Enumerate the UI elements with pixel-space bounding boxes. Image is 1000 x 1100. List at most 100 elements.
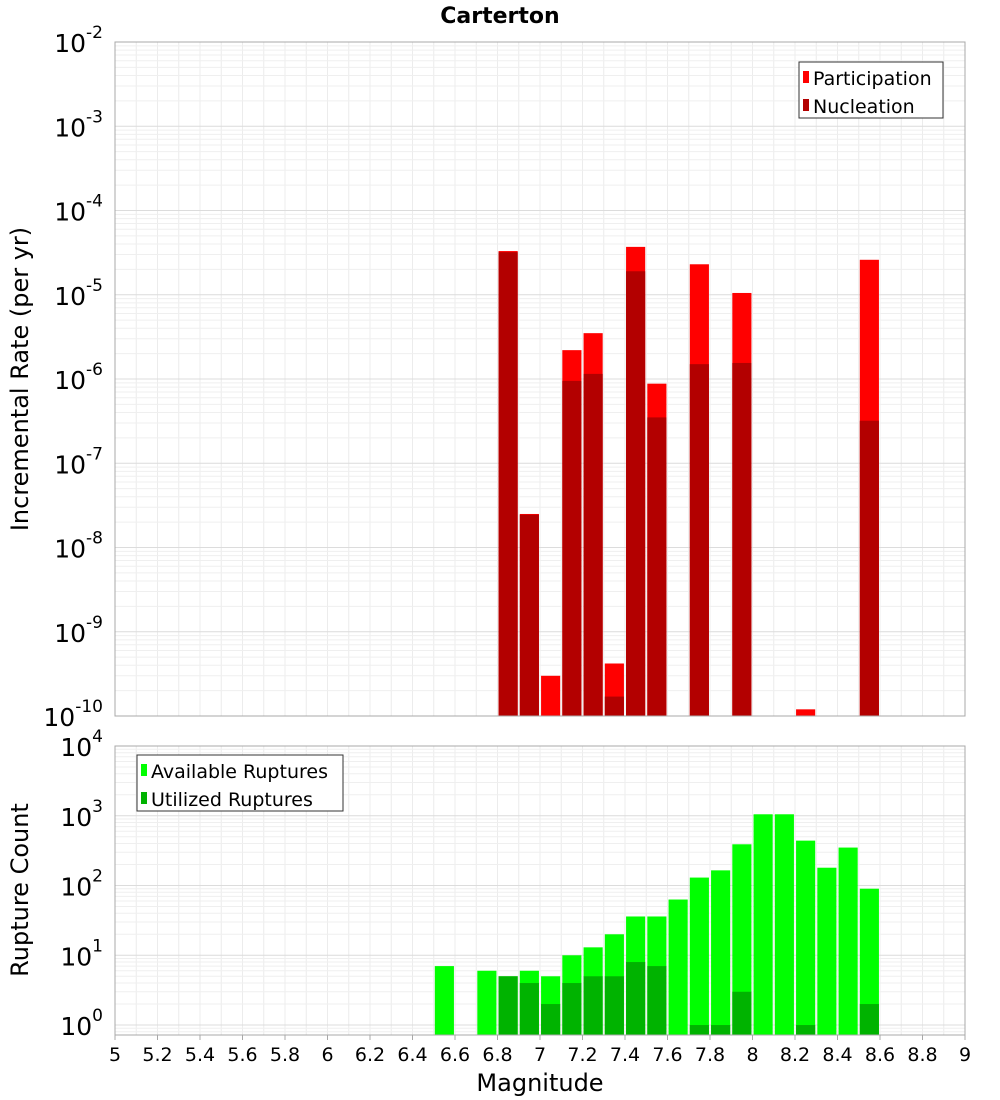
x-tick-label: 8.6 bbox=[865, 1044, 895, 1066]
x-tick-label: 5.6 bbox=[227, 1044, 257, 1066]
y-tick-base: 10 bbox=[43, 703, 75, 732]
series-nucleation bbox=[498, 252, 879, 717]
y-tick-base: 10 bbox=[54, 29, 86, 58]
bar bbox=[583, 976, 603, 1035]
x-tick-label: 8.8 bbox=[907, 1044, 937, 1066]
y-tick-label: 10-6 bbox=[54, 360, 103, 395]
y-tick-base: 10 bbox=[60, 873, 92, 902]
y-tick-base: 10 bbox=[54, 366, 86, 395]
legend-label: Utilized Ruptures bbox=[151, 789, 313, 811]
x-tick-label: 7.4 bbox=[610, 1044, 640, 1066]
gridlines bbox=[114, 42, 966, 717]
x-tick-label: 6.8 bbox=[482, 1044, 512, 1066]
bar bbox=[626, 962, 646, 1035]
x-tick-label: 8.2 bbox=[780, 1044, 810, 1066]
bar bbox=[562, 983, 582, 1035]
bar bbox=[434, 966, 454, 1035]
y-tick-base: 10 bbox=[54, 282, 86, 311]
bar bbox=[498, 976, 518, 1035]
y-tick-exponent: -3 bbox=[86, 107, 103, 127]
bar bbox=[711, 870, 731, 1035]
legend: Available Ruptures Utilized Ruptures bbox=[136, 754, 344, 812]
bar bbox=[647, 966, 667, 1035]
y-tick-base: 10 bbox=[60, 733, 92, 762]
y-tick-label: 10-4 bbox=[54, 192, 103, 227]
legend-box bbox=[798, 61, 944, 119]
y-tick-exponent: -6 bbox=[86, 360, 103, 380]
x-tick-label: 8.4 bbox=[822, 1044, 852, 1066]
y-tick-exponent: -8 bbox=[86, 529, 103, 549]
x-tick-label: 7 bbox=[534, 1044, 546, 1066]
bar bbox=[604, 976, 624, 1035]
y-tick-label: 10-9 bbox=[54, 613, 103, 648]
y-tick-exponent: -5 bbox=[86, 276, 103, 296]
bar bbox=[541, 1004, 561, 1035]
x-tick-label: 6.4 bbox=[397, 1044, 427, 1066]
bar bbox=[711, 1025, 731, 1035]
y-tick-label: 103 bbox=[60, 797, 103, 832]
bar bbox=[796, 709, 816, 716]
bar bbox=[541, 675, 561, 716]
y-tick-base: 10 bbox=[54, 450, 86, 479]
y-tick-exponent: 3 bbox=[92, 797, 103, 817]
bar bbox=[732, 844, 752, 1035]
bar bbox=[732, 991, 752, 1035]
y-tick-label: 104 bbox=[60, 727, 103, 762]
bar bbox=[689, 1025, 709, 1035]
y-tick-exponent: 0 bbox=[92, 1006, 103, 1026]
bar bbox=[796, 840, 816, 1035]
bar bbox=[647, 417, 667, 716]
bar bbox=[753, 814, 773, 1035]
bar bbox=[838, 847, 858, 1035]
x-tick-label: 6.2 bbox=[355, 1044, 385, 1066]
y-tick-base: 10 bbox=[54, 113, 86, 142]
x-tick-label: 7.2 bbox=[567, 1044, 597, 1066]
y-tick-base: 10 bbox=[60, 803, 92, 832]
bar bbox=[859, 1004, 879, 1035]
y-tick-base: 10 bbox=[60, 1012, 92, 1041]
y-tick-exponent: -9 bbox=[86, 613, 103, 633]
legend-label: Participation bbox=[813, 68, 932, 90]
y-tick-exponent: -2 bbox=[86, 23, 103, 43]
x-tick-label: 6.6 bbox=[440, 1044, 470, 1066]
x-tick-label: 5.4 bbox=[185, 1044, 215, 1066]
y-tick-label: 10-5 bbox=[54, 276, 103, 311]
y-tick-exponent: -7 bbox=[86, 444, 103, 464]
bar bbox=[732, 362, 752, 716]
x-tick-label: 7.6 bbox=[652, 1044, 682, 1066]
legend-box bbox=[136, 754, 344, 812]
chart-title: Carterton bbox=[440, 4, 559, 29]
y-tick-base: 10 bbox=[54, 535, 86, 564]
bar bbox=[562, 380, 582, 716]
x-tick-label: 7.8 bbox=[695, 1044, 725, 1066]
y-tick-exponent: 4 bbox=[92, 727, 103, 747]
bar bbox=[519, 514, 539, 716]
y-tick-base: 10 bbox=[60, 942, 92, 971]
legend: Participation Nucleation bbox=[798, 61, 944, 119]
bar bbox=[604, 696, 624, 716]
legend-swatch bbox=[141, 764, 147, 776]
y-axis-label: Rupture Count bbox=[6, 803, 34, 977]
bar bbox=[817, 867, 837, 1035]
legend-label: Nucleation bbox=[813, 96, 915, 118]
bar bbox=[668, 899, 688, 1035]
y-tick-label: 10-2 bbox=[54, 23, 103, 58]
x-tick-label: 5.8 bbox=[270, 1044, 300, 1066]
bar bbox=[774, 814, 794, 1035]
series-utilized-ruptures bbox=[498, 962, 879, 1035]
bar bbox=[477, 970, 497, 1035]
x-tick-label: 6 bbox=[321, 1044, 333, 1066]
bar bbox=[796, 1025, 816, 1035]
bar bbox=[689, 877, 709, 1035]
bar bbox=[859, 888, 879, 1035]
bar bbox=[689, 364, 709, 716]
legend-swatch bbox=[141, 792, 147, 804]
x-axis-label: Magnitude bbox=[476, 1069, 603, 1097]
y-tick-exponent: -10 bbox=[75, 697, 103, 717]
y-tick-exponent: 2 bbox=[92, 867, 103, 887]
y-tick-base: 10 bbox=[54, 198, 86, 227]
x-tick-label: 8 bbox=[746, 1044, 758, 1066]
legend-swatch bbox=[803, 99, 809, 111]
